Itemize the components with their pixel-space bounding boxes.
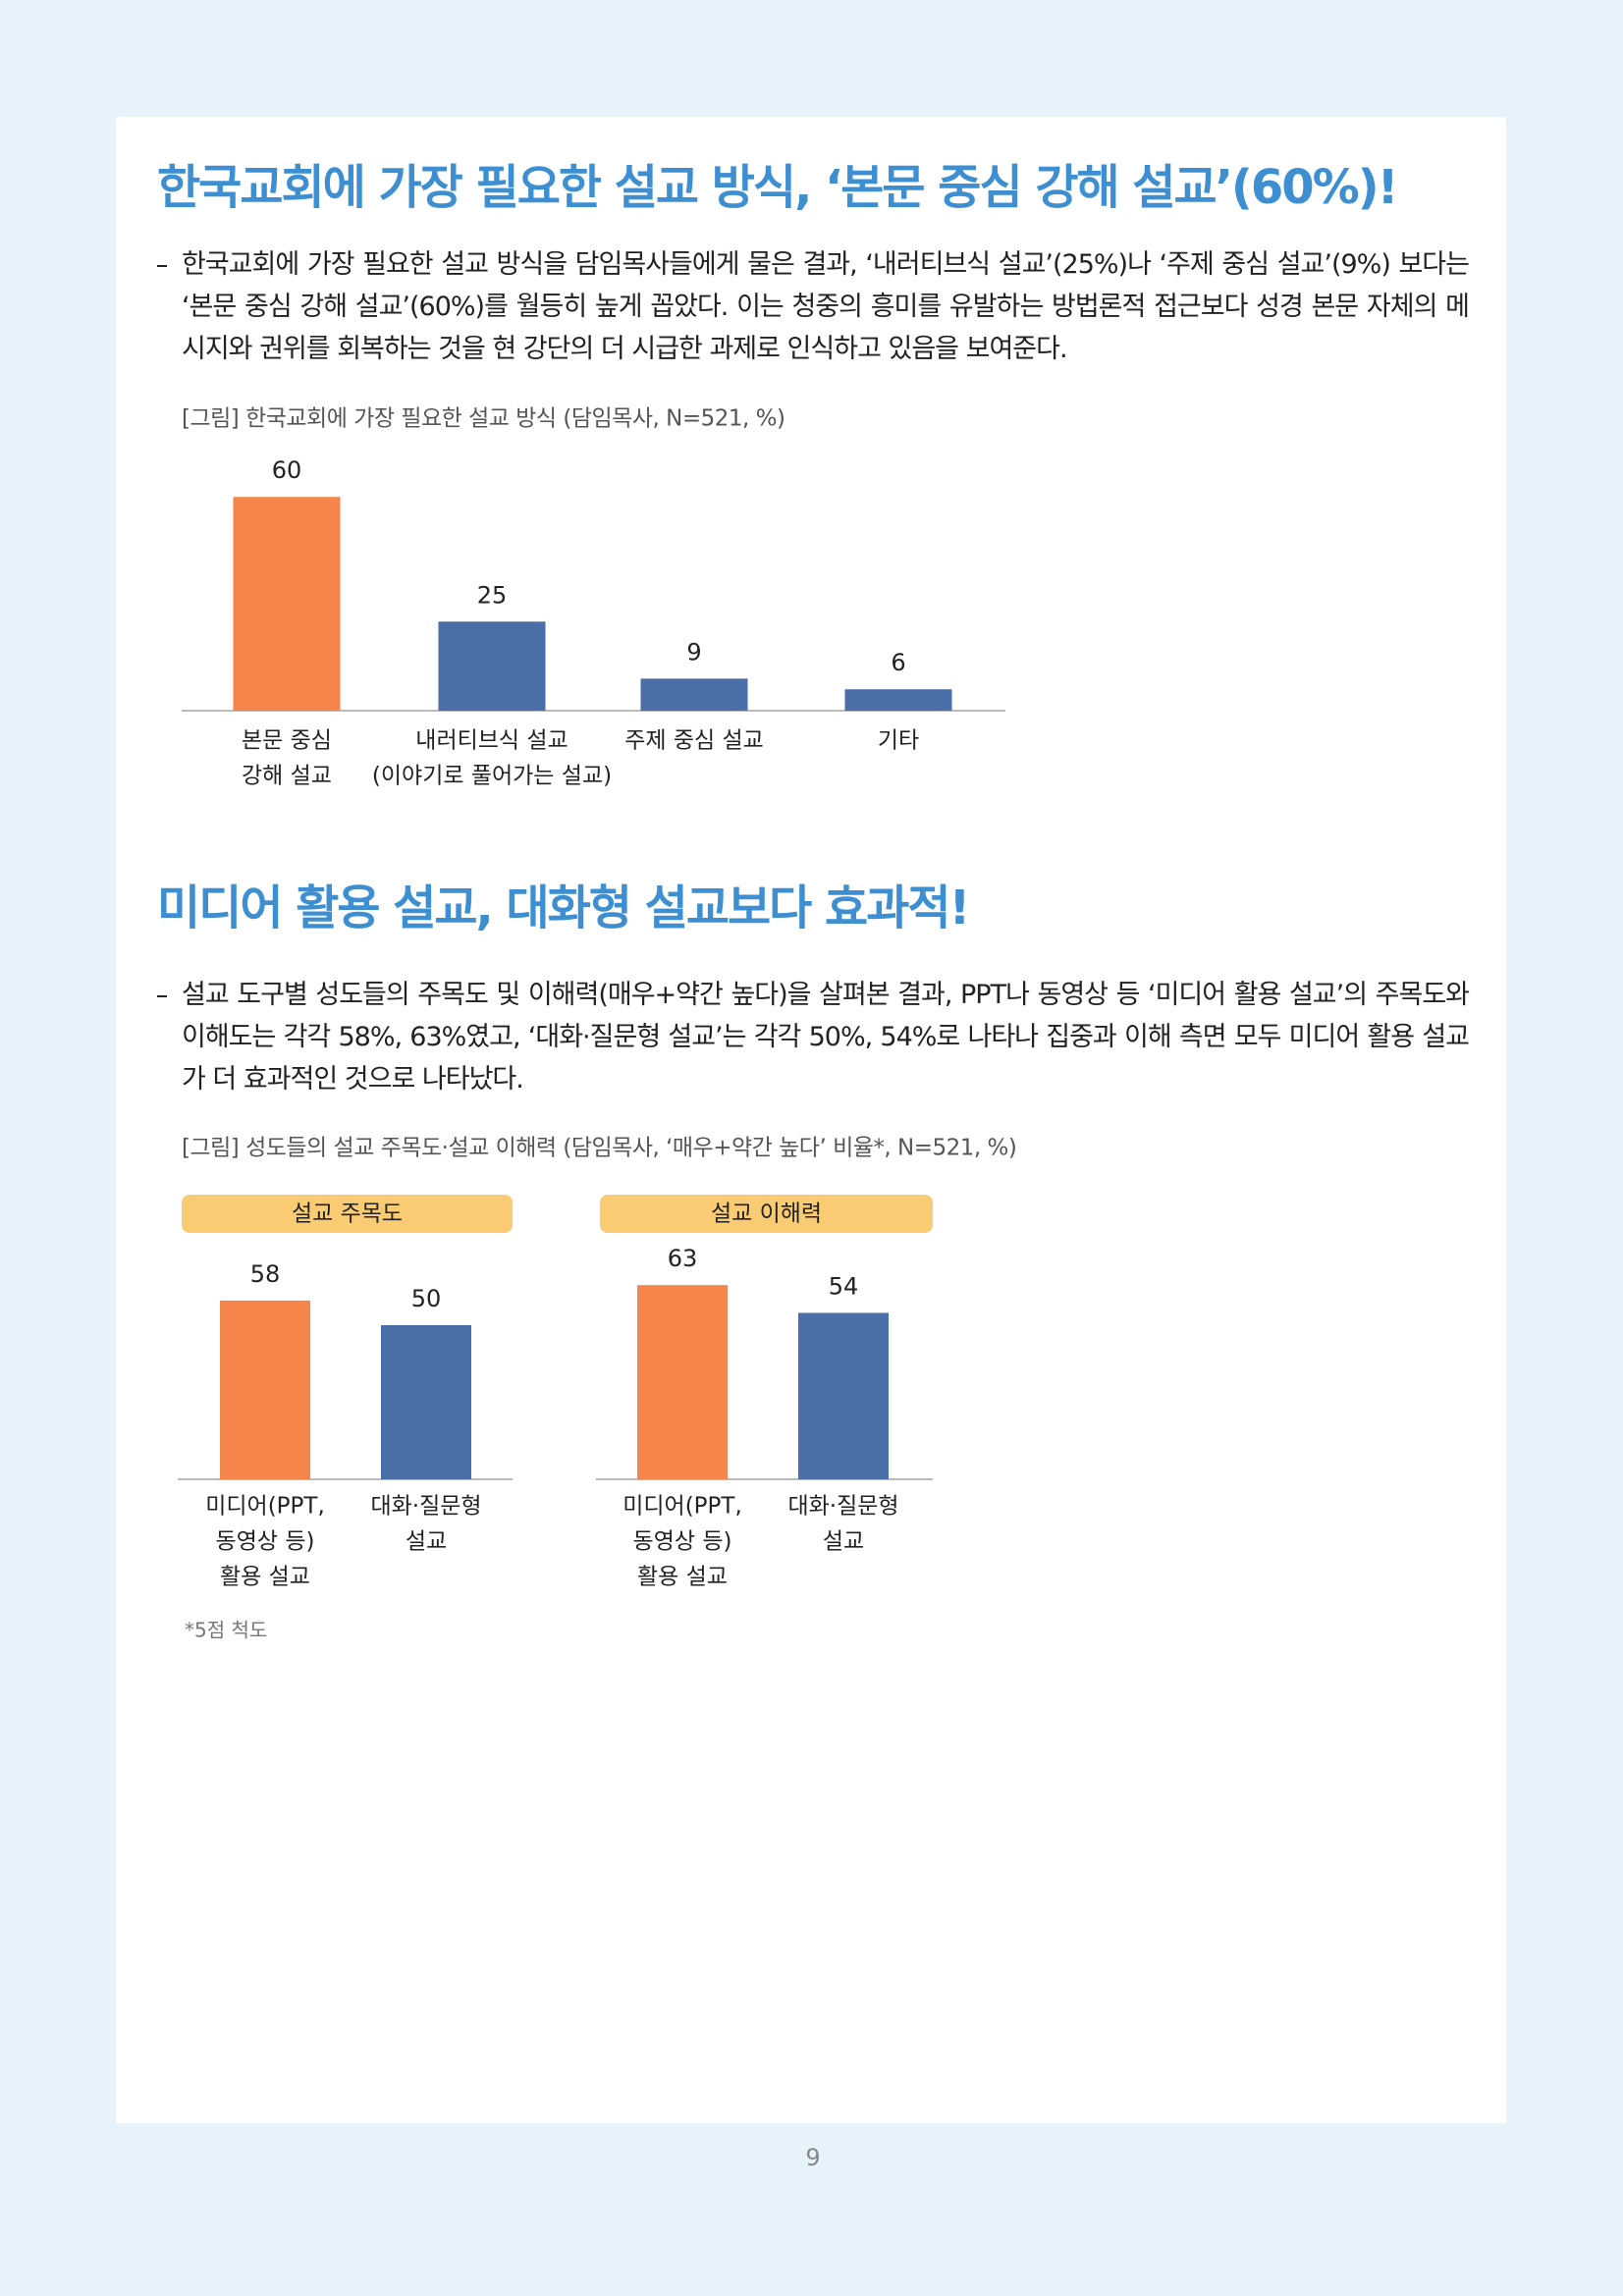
section-title: 미디어 활용 설교, 대화형 설교보다 효과적! <box>157 881 968 935</box>
bar <box>233 497 341 711</box>
paragraph: 한국교회에 가장 필요한 설교 방식을 담임목사들에게 물은 결과, ‘내러티브… <box>182 249 1470 364</box>
category-label: 기타 <box>878 728 919 754</box>
category-label: 설교 <box>406 1529 447 1555</box>
value-label: 50 <box>411 1285 442 1312</box>
value-label: 63 <box>668 1245 698 1272</box>
footnote: *5점 척도 <box>185 1619 267 1642</box>
figure-caption: [그림] 성도들의 설교 주목도·설교 이해력 (담임목사, ‘매우+약간 높다… <box>182 1136 1016 1161</box>
category-label: 동영상 등) <box>216 1529 315 1555</box>
category-label: 활용 설교 <box>637 1565 728 1590</box>
value-label: 25 <box>477 581 508 609</box>
bar <box>798 1312 889 1479</box>
chart-header: 설교 이해력 <box>711 1201 822 1227</box>
figure-caption: [그림] 한국교회에 가장 필요한 설교 방식 (담임목사, N=521, %) <box>182 406 784 432</box>
section-title: 한국교회에 가장 필요한 설교 방식, ‘본문 중심 강해 설교’(60%)! <box>157 160 1397 215</box>
paragraph: 설교 도구별 성도들의 주목도 및 이해력(매우+약간 높다)을 살펴본 결과,… <box>182 980 1470 1095</box>
bar <box>220 1300 310 1479</box>
category-label: 대화·질문형 <box>370 1494 481 1520</box>
value-label: 58 <box>250 1260 281 1288</box>
value-label: 54 <box>829 1272 859 1300</box>
bar <box>438 621 546 711</box>
category-label: 내러티브식 설교 <box>415 728 568 754</box>
category-label: 활용 설교 <box>220 1565 310 1590</box>
page-number: 9 <box>805 2144 820 2171</box>
page-panel <box>116 117 1506 2123</box>
category-label: 강해 설교 <box>242 764 332 789</box>
bar <box>640 678 748 711</box>
category-label: 주제 중심 설교 <box>624 728 764 754</box>
bar <box>637 1285 728 1479</box>
value-label: 6 <box>891 649 905 676</box>
bullet <box>157 265 167 267</box>
bar <box>844 689 952 711</box>
chart-header-bg <box>182 1195 513 1233</box>
category-label: 미디어(PPT, <box>622 1494 742 1520</box>
chart-header-bg <box>600 1195 933 1233</box>
bar <box>381 1325 471 1479</box>
category-label: 본문 중심 <box>242 728 332 754</box>
category-label: 대화·질문형 <box>787 1494 898 1520</box>
chart-header: 설교 주목도 <box>292 1201 403 1227</box>
category-label: 설교 <box>823 1529 864 1555</box>
bullet <box>157 995 167 997</box>
value-label: 60 <box>272 456 302 484</box>
value-label: 9 <box>686 638 701 666</box>
category-label: 미디어(PPT, <box>205 1494 325 1520</box>
category-label: 동영상 등) <box>633 1529 732 1555</box>
category-label: (이야기로 풀어가는 설교) <box>372 764 612 789</box>
